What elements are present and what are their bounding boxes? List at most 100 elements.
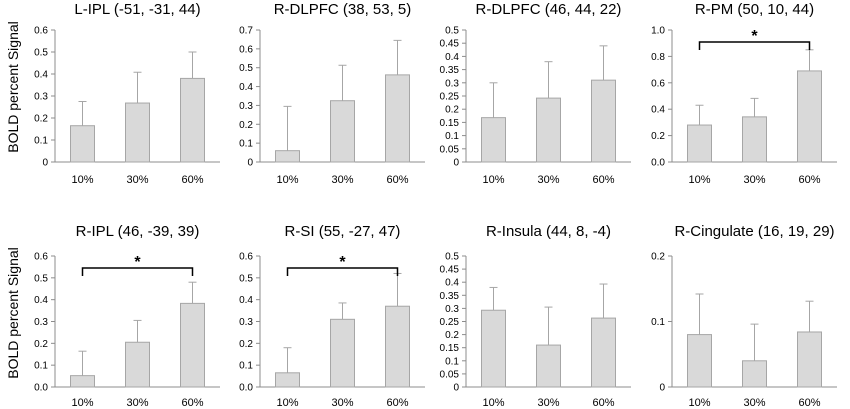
y-tick-label: 0	[453, 383, 459, 394]
y-tick-label: 0.2	[445, 330, 459, 341]
x-category-label: 10%	[482, 397, 504, 409]
y-tick-label: 0.6	[651, 78, 665, 89]
chart-title: R-IPL (46, -39, 39)	[76, 223, 200, 240]
y-axis-label-top: BOLD percent Signal	[5, 21, 21, 153]
x-category-label: 30%	[537, 397, 559, 409]
chart-panel-8: R-Cingulate (16, 19, 29) 0 0.1 0.2 10% 30% 60%	[651, 223, 837, 409]
chart-panel-7: R-Insula (44, 8, -4) 0 0.05 0.1 0.15 0.2 0.25 0…	[440, 223, 631, 409]
bar	[180, 77, 205, 163]
x-category-label: 30%	[331, 174, 353, 186]
chart-panels: L-IPL (-51, -31, 44) 0 0.1 0.2 0.3 0.4 0.5 0.6 1…	[34, 1, 837, 409]
bar	[275, 372, 300, 388]
chart-panel-6: R-SI (55, -27, 47) 0.0 0.1 0.2 0.3 0.4 0.5 0.6 1…	[239, 223, 425, 409]
y-tick-label: 0.4	[445, 278, 459, 289]
y-tick-label: 0.3	[239, 101, 253, 112]
significance-star: *	[339, 254, 346, 271]
y-tick-label: 0.25	[440, 92, 460, 103]
y-tick-label: 0.0	[34, 383, 48, 394]
bar	[125, 102, 150, 163]
x-category-label: 30%	[126, 174, 148, 186]
bar	[481, 117, 506, 163]
chart-title: R-PM (50, 10, 44)	[695, 1, 814, 18]
y-tick-label: 0.45	[440, 265, 460, 276]
y-tick-label: 0.2	[239, 120, 253, 131]
y-tick-label: 0.4	[445, 52, 459, 63]
y-tick-label: 0.15	[440, 118, 460, 129]
y-tick-label: 0.45	[440, 39, 460, 50]
chart-title: R-Insula (44, 8, -4)	[486, 223, 611, 240]
chart-panel-4: R-PM (50, 10, 44) 0.0 0.2 0.4 0.6 0.8 1.0 10% 30…	[651, 1, 837, 186]
significance-star: *	[751, 28, 758, 45]
y-tick-label: 0.2	[239, 339, 253, 350]
y-tick-label: 0.0	[239, 383, 253, 394]
y-tick-label: 0.3	[445, 78, 459, 89]
y-tick-label: 0.25	[440, 317, 460, 328]
y-tick-label: 0.35	[440, 65, 460, 76]
y-tick-label: 0	[659, 383, 665, 394]
y-tick-label: 0.3	[239, 317, 253, 328]
y-tick-label: 0.2	[34, 339, 48, 350]
bar	[797, 331, 822, 388]
bar	[687, 334, 712, 388]
bar	[742, 360, 767, 388]
bar	[591, 79, 616, 163]
y-tick-label: 0.1	[445, 131, 459, 142]
chart-title: R-DLPFC (46, 44, 22)	[476, 1, 622, 18]
x-category-label: 10%	[71, 397, 93, 409]
y-tick-label: 0.3	[34, 92, 48, 103]
y-tick-label: 0.6	[34, 252, 48, 263]
y-tick-label: 0.1	[239, 361, 253, 372]
x-category-label: 30%	[126, 397, 148, 409]
y-tick-label: 0.6	[239, 252, 253, 263]
y-tick-label: 0.4	[34, 295, 48, 306]
x-category-label: 60%	[592, 397, 614, 409]
bar	[591, 317, 616, 388]
y-tick-label: 0.5	[239, 63, 253, 74]
bar	[70, 375, 95, 388]
chart-title: R-SI (55, -27, 47)	[285, 223, 401, 240]
y-tick-label: 0.35	[440, 291, 460, 302]
y-tick-label: 0.1	[445, 356, 459, 367]
y-tick-label: 0.6	[239, 44, 253, 55]
x-category-label: 10%	[688, 397, 710, 409]
significance-bracket	[81, 267, 194, 276]
bar	[330, 318, 355, 388]
x-category-label: 30%	[743, 397, 765, 409]
y-tick-label: 0.3	[34, 317, 48, 328]
chart-title: L-IPL (-51, -31, 44)	[74, 1, 200, 18]
x-category-label: 30%	[331, 397, 353, 409]
bar	[687, 124, 712, 163]
x-category-label: 60%	[181, 174, 203, 186]
x-category-label: 60%	[798, 174, 820, 186]
y-tick-label: 0.2	[445, 105, 459, 116]
bar	[275, 150, 300, 163]
bar	[742, 116, 767, 163]
bar	[70, 125, 95, 163]
chart-panel-3: R-DLPFC (46, 44, 22) 0 0.05 0.1 0.15 0.2 0.25 0…	[440, 1, 631, 186]
x-category-label: 30%	[743, 174, 765, 186]
y-tick-label: 0.05	[440, 369, 460, 380]
y-tick-label: 0.5	[445, 252, 459, 263]
x-category-label: 60%	[386, 174, 408, 186]
x-category-label: 10%	[482, 174, 504, 186]
y-tick-label: 0.1	[34, 361, 48, 372]
y-tick-label: 0.15	[440, 343, 460, 354]
y-tick-label: 0.5	[34, 273, 48, 284]
y-tick-label: 0.5	[34, 48, 48, 59]
y-tick-label: 0.5	[445, 26, 459, 37]
bar	[536, 344, 561, 388]
y-tick-label: 0	[247, 158, 253, 169]
x-category-label: 10%	[276, 397, 298, 409]
x-category-label: 60%	[592, 174, 614, 186]
bar	[385, 74, 410, 163]
y-tick-label: 0.05	[440, 144, 460, 155]
bar	[180, 302, 205, 388]
chart-title: R-Cingulate (16, 19, 29)	[674, 223, 834, 240]
chart-panel-5: R-IPL (46, -39, 39) 0.0 0.1 0.2 0.3 0.4 0.5 0.6…	[34, 223, 220, 409]
y-tick-label: 1.0	[651, 26, 665, 37]
y-tick-label: 0.8	[651, 52, 665, 63]
significance-bracket	[286, 267, 399, 276]
y-tick-label: 0.4	[34, 70, 48, 81]
bar	[481, 309, 506, 388]
